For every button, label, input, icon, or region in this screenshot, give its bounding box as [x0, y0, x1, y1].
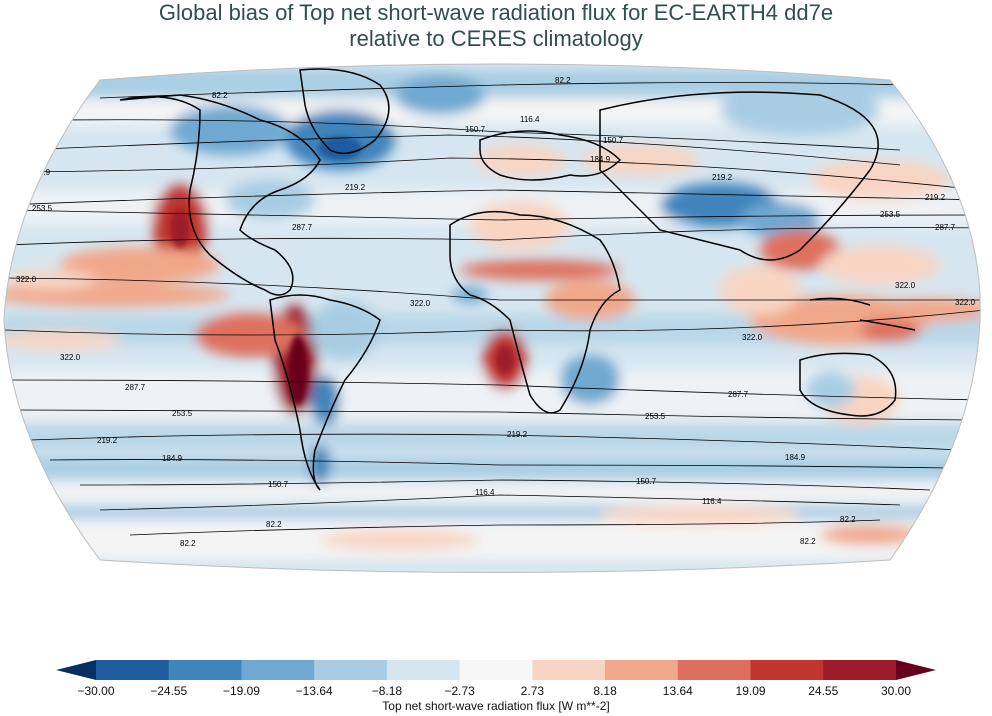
colorbar-extend-min — [56, 660, 96, 680]
colorbar-tick-label: 30.00 — [880, 684, 912, 698]
contour-label: 184.9 — [30, 168, 51, 177]
contour-label: 150.7 — [603, 136, 624, 145]
colorbar-segment — [459, 660, 533, 680]
contour-label: 322.0 — [742, 333, 763, 342]
colorbar-tick-label: −2.73 — [444, 684, 475, 698]
contour-label: 82.2 — [840, 515, 856, 524]
colorbar-label: Top net short-wave radiation flux [W m**… — [382, 699, 610, 713]
contour-label: 253.5 — [880, 210, 901, 219]
bias-map: 82.2 82.2 116.4 150.7 150.7 184.9 184.9 … — [3, 63, 981, 573]
colorbar-tick-label: −19.09 — [222, 684, 260, 698]
contour-label: 82.2 — [180, 539, 196, 548]
contour-label: 322.0 — [16, 275, 37, 284]
map-title-line2: relative to CERES climatology — [349, 26, 643, 51]
colorbar-tick-label: 24.55 — [808, 684, 839, 698]
colorbar-segment — [532, 660, 606, 680]
contour-label: 287.7 — [125, 383, 146, 392]
contour-label: 253.5 — [645, 412, 666, 421]
coastlines — [119, 68, 916, 491]
colorbar-segment — [386, 660, 461, 680]
contour-label: 287.7 — [292, 223, 313, 232]
contour-label: 219.2 — [507, 430, 528, 439]
colorbar-tick-label: 8.18 — [593, 684, 617, 698]
contour-label: 116.4 — [520, 115, 540, 124]
contour-label: 82.2 — [555, 76, 571, 85]
contour-label: 287.7 — [728, 390, 749, 399]
bias-highlights — [170, 136, 514, 405]
map-title-line1: Global bias of Top net short-wave radiat… — [158, 0, 834, 25]
colorbar-segment — [750, 660, 824, 680]
contour-label: 219.2 — [345, 183, 366, 192]
colorbar-tick-label: −24.55 — [150, 684, 188, 698]
globe-outline — [3, 63, 981, 573]
colorbar-tick-label: −13.64 — [295, 684, 333, 698]
contour-label: 253.5 — [32, 204, 53, 213]
colorbar-tick-label: −30.00 — [77, 684, 115, 698]
contour-label: 116.4 — [702, 497, 722, 506]
colorbar-segment — [241, 660, 315, 680]
contour-label: 184.9 — [162, 454, 183, 463]
contour-label: 150.7 — [268, 480, 289, 489]
contour-label: 322.0 — [895, 281, 916, 290]
contour-label: 82.2 — [800, 537, 816, 546]
colorbar-segment — [823, 660, 897, 680]
colorbar-segment — [168, 660, 242, 680]
colorbar-segment — [96, 660, 170, 680]
contour-label: 322.0 — [60, 353, 81, 362]
colorbar-tick-label: −8.18 — [371, 684, 403, 698]
colorbar-extend-max — [896, 660, 936, 680]
colorbar-tick-label: 19.09 — [735, 684, 766, 698]
contour-label: 150.7 — [465, 125, 486, 134]
contour-label: 219.2 — [925, 193, 946, 202]
colorbar-segments — [56, 660, 936, 680]
colorbar-segment — [677, 660, 752, 680]
contour-label: 150.7 — [636, 477, 657, 486]
colorbar-tick-label: 2.73 — [520, 684, 545, 698]
colorbar — [56, 660, 936, 680]
contour-label: 116.4 — [475, 488, 495, 497]
contour-label: 184.9 — [590, 155, 611, 164]
colorbar-tick-label: 13.64 — [662, 684, 693, 698]
contour-label: 322.0 — [955, 298, 976, 307]
contour-label: 322.0 — [410, 299, 431, 308]
colorbar-segment — [605, 660, 679, 680]
contour-label: 219.2 — [97, 436, 118, 445]
contour-label: 82.2 — [266, 520, 282, 529]
contour-label: 219.2 — [712, 173, 733, 182]
colorbar-segment — [314, 660, 388, 680]
climatology-contours — [4, 82, 981, 536]
contour-label: 253.5 — [172, 409, 193, 418]
contour-label: 82.2 — [212, 91, 228, 100]
bias-patches — [4, 70, 981, 560]
contour-label: 184.9 — [785, 453, 806, 462]
bias-field: 82.2 82.2 116.4 150.7 150.7 184.9 184.9 … — [4, 64, 981, 573]
contour-label: 287.7 — [935, 223, 956, 232]
